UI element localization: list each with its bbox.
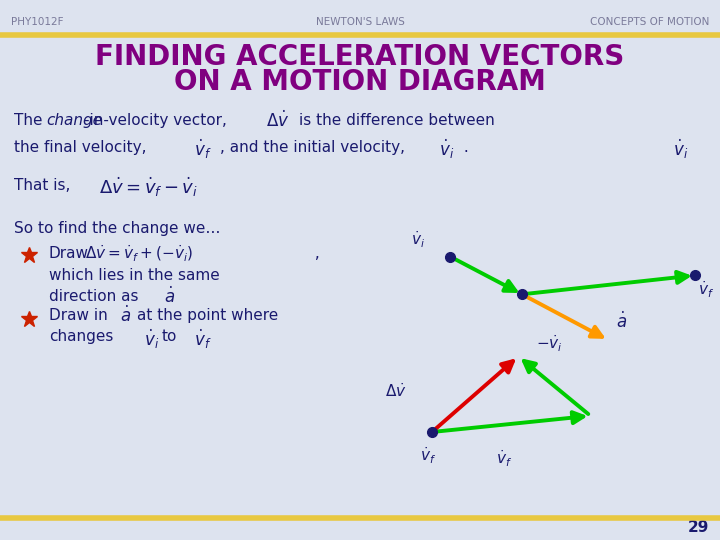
Text: So to find the change we…: So to find the change we… <box>14 221 221 237</box>
Text: The: The <box>14 113 48 129</box>
Text: to: to <box>162 329 177 345</box>
Text: ,: , <box>310 246 320 261</box>
Text: $\dot{v}_f$: $\dot{v}_f$ <box>496 448 512 469</box>
Text: $\dot{v}_f$: $\dot{v}_f$ <box>698 280 715 300</box>
Text: $\Delta\dot{v} = \dot{v}_f + \left(-\dot{v}_i\right)$: $\Delta\dot{v} = \dot{v}_f + \left(-\dot… <box>85 244 193 264</box>
Text: Draw in: Draw in <box>49 308 108 323</box>
Text: 29: 29 <box>688 519 709 535</box>
Text: the final velocity,: the final velocity, <box>14 140 147 156</box>
Text: $\dot{v}_i$: $\dot{v}_i$ <box>439 138 454 161</box>
Text: FINDING ACCELERATION VECTORS: FINDING ACCELERATION VECTORS <box>95 43 625 71</box>
Text: NEWTON'S LAWS: NEWTON'S LAWS <box>315 17 405 27</box>
Text: $-\dot{v}_i$: $-\dot{v}_i$ <box>536 333 563 354</box>
Text: ON A MOTION DIAGRAM: ON A MOTION DIAGRAM <box>174 68 546 96</box>
Text: at the point where: at the point where <box>137 308 278 323</box>
Text: $\dot{v}_i$: $\dot{v}_i$ <box>673 138 688 161</box>
Text: -in-velocity vector,: -in-velocity vector, <box>84 113 226 129</box>
Text: $\dot{a}$: $\dot{a}$ <box>616 312 626 332</box>
Text: direction as: direction as <box>49 289 138 304</box>
Text: $\dot{v}_i$: $\dot{v}_i$ <box>410 230 425 250</box>
Text: $\Delta\dot{v}$: $\Delta\dot{v}$ <box>385 382 407 401</box>
Text: $\Delta\dot{v}$: $\Delta\dot{v}$ <box>266 111 290 131</box>
Text: is the difference between: is the difference between <box>299 113 495 129</box>
Text: PHY1012F: PHY1012F <box>11 17 63 27</box>
Text: changes: changes <box>49 329 113 345</box>
Text: Draw: Draw <box>49 246 89 261</box>
Text: $\dot{a}$: $\dot{a}$ <box>120 306 131 326</box>
Text: $\dot{a}$: $\dot{a}$ <box>164 287 175 307</box>
Text: $\Delta\dot{v} = \dot{v}_f - \dot{v}_i$: $\Delta\dot{v} = \dot{v}_f - \dot{v}_i$ <box>99 176 199 199</box>
Text: which lies in the same: which lies in the same <box>49 268 220 284</box>
Text: change: change <box>46 113 102 129</box>
Text: $\dot{v}_f$: $\dot{v}_f$ <box>194 138 212 161</box>
Text: $\dot{v}_f$: $\dot{v}_f$ <box>194 328 212 351</box>
Text: .: . <box>459 140 469 156</box>
Text: , and the initial velocity,: , and the initial velocity, <box>220 140 405 156</box>
Text: $\dot{v}_i$: $\dot{v}_i$ <box>144 328 159 351</box>
Text: CONCEPTS OF MOTION: CONCEPTS OF MOTION <box>590 17 709 27</box>
Text: That is,: That is, <box>14 178 71 193</box>
Text: $\dot{v}_f$: $\dot{v}_f$ <box>420 446 436 466</box>
